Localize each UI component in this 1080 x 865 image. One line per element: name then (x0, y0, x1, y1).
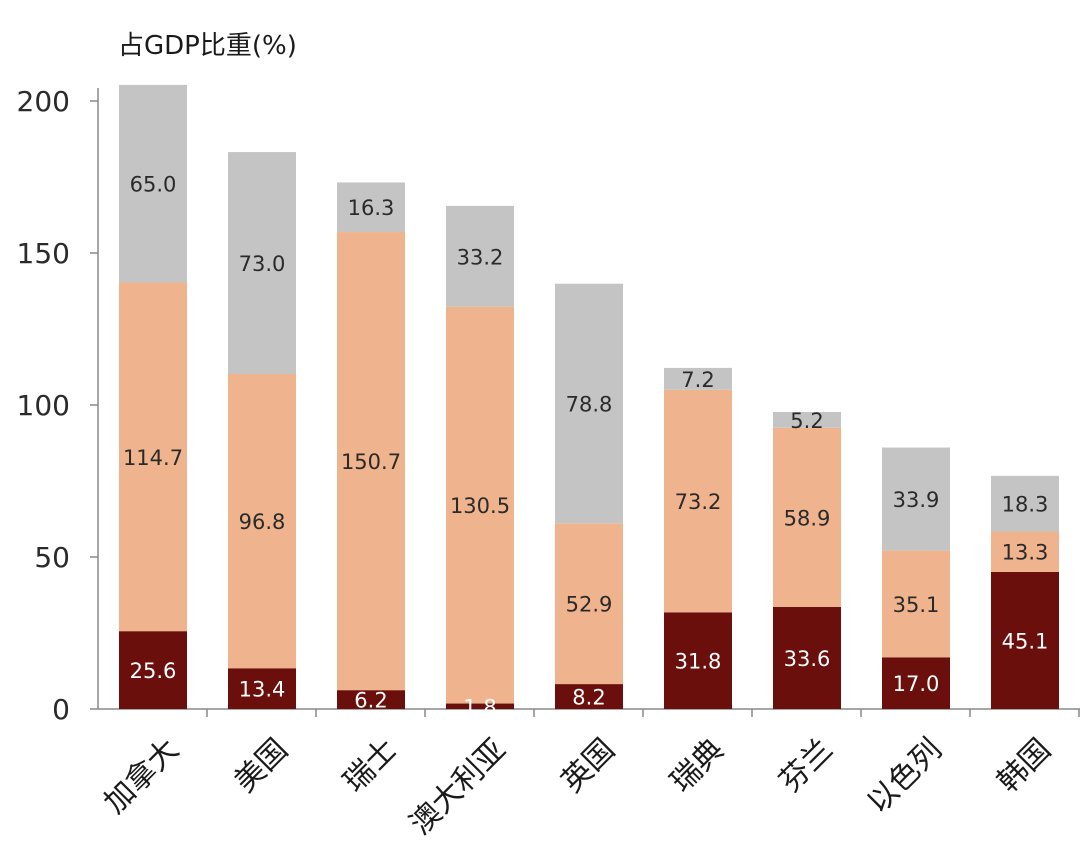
data-label: 33.9 (893, 488, 940, 512)
bar-segment (664, 612, 732, 709)
bar-segment (664, 389, 732, 613)
bar-segment (882, 657, 950, 709)
x-tick-label: 韩国 (991, 732, 1058, 799)
data-label: 6.2 (354, 689, 387, 713)
data-label: 35.1 (893, 593, 940, 617)
x-tick-label: 芬兰 (773, 732, 840, 799)
data-label: 17.0 (893, 672, 940, 696)
data-label: 13.3 (1002, 541, 1049, 565)
y-tick-label: 0 (52, 693, 70, 726)
x-tick-label: 瑞士 (337, 732, 404, 799)
bar-segment (119, 282, 187, 632)
x-tick-label: 以色列 (861, 732, 949, 820)
y-tick-label: 200 (17, 85, 70, 118)
bar-segment (991, 475, 1059, 532)
y-tick-label: 150 (17, 237, 70, 270)
data-label: 52.9 (566, 593, 613, 617)
data-label: 114.7 (123, 446, 183, 470)
bar-segment (446, 703, 514, 709)
bar-segment (228, 152, 296, 374)
bar-segment (991, 531, 1059, 572)
bar-segment (773, 411, 841, 428)
data-label: 150.7 (341, 450, 401, 474)
data-label: 16.3 (348, 196, 395, 220)
bar-segment (119, 84, 187, 283)
bar-segment (555, 684, 623, 709)
data-label: 25.6 (130, 659, 177, 683)
bar-segment (664, 367, 732, 390)
data-label: 7.2 (681, 368, 714, 392)
data-label: 31.8 (675, 650, 722, 674)
bar-segment (337, 690, 405, 709)
bar-segment (446, 306, 514, 704)
bar-segment (446, 205, 514, 307)
bar-segment (337, 182, 405, 233)
data-label: 78.8 (566, 392, 613, 416)
bar-segment (991, 571, 1059, 709)
bar-segment (228, 373, 296, 669)
data-label: 33.6 (784, 647, 831, 671)
x-tick-labels: 加拿大 美国 瑞士 澳大利亚 英国 瑞典 芬兰 以色列 韩国 (98, 732, 1058, 842)
bar-segment (119, 631, 187, 709)
data-label: 73.0 (239, 252, 286, 276)
y-tick-label: 100 (17, 389, 70, 422)
bar-segment (555, 283, 623, 524)
data-labels: 25.6 114.7 65.0 13.4 96.8 73.0 6.2 150.7 16.3 1.8… (123, 173, 1048, 720)
bar-segment (337, 232, 405, 691)
data-label: 33.2 (457, 245, 504, 269)
x-tick-label: 澳大利亚 (403, 732, 513, 842)
bar-segment (882, 447, 950, 551)
x-tick-label: 英国 (555, 732, 622, 799)
x-tick-label: 美国 (228, 732, 295, 799)
data-label: 58.9 (784, 506, 831, 530)
data-label: 65.0 (130, 173, 177, 197)
bar-segment (773, 427, 841, 607)
data-label: 45.1 (1002, 629, 1049, 653)
y-tick-label: 50 (34, 541, 70, 574)
bar-segment (228, 668, 296, 709)
x-tick-label: 加拿大 (98, 732, 186, 820)
data-label: 13.4 (239, 678, 286, 702)
data-label: 1.8 (463, 695, 496, 719)
bar-segment (773, 606, 841, 709)
y-axis-label: 占GDP比重(%) (118, 31, 297, 61)
bar-segment (882, 550, 950, 658)
data-label: 8.2 (572, 686, 605, 710)
data-label: 130.5 (450, 494, 510, 518)
data-label: 73.2 (675, 490, 722, 514)
bars (119, 84, 1059, 709)
data-label: 96.8 (239, 510, 286, 534)
bar-segment (555, 523, 623, 685)
data-label: 5.2 (790, 409, 823, 433)
data-label: 18.3 (1002, 493, 1049, 517)
x-tick-label: 瑞典 (664, 732, 731, 799)
